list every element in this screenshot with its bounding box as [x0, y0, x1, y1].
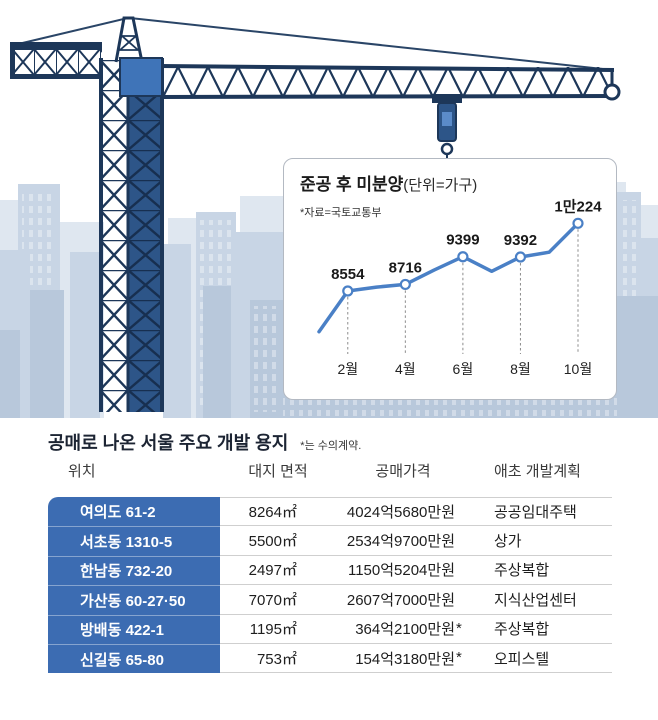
plan-cell: 주상복합 [470, 556, 612, 586]
crane-jib-end-sheave [603, 83, 621, 101]
x-tick-label: 2월 [337, 361, 358, 377]
chart-source: *자료=국토교통부 [300, 207, 382, 219]
negotiated-mark: * [456, 619, 462, 637]
price-value: 4024억5680만원 [346, 504, 455, 522]
chart-card: 8554 8716 9399 9392 1만224 2월 4월 6월 8월 10월 준공 후 미분… [283, 158, 617, 400]
building [163, 244, 191, 418]
location-cell: 가산동 60-27·50 [48, 585, 220, 615]
plan-cell: 주상복합 [470, 615, 612, 644]
price-cell: 2607억7000만원 [336, 585, 470, 615]
x-tick-label: 4월 [395, 361, 416, 377]
area-cell: 8264㎡ [220, 497, 336, 527]
table-row: 여의도 61-2 8264㎡ 4024억5680만원 공공임대주택 [48, 497, 612, 527]
chart-heading: 준공 후 미분양(단위=가구) [300, 174, 477, 197]
crane-counter-jib [10, 42, 102, 79]
building [617, 296, 658, 418]
location-cell: 여의도 61-2 [48, 497, 220, 527]
location-cell: 한남동 732-20 [48, 555, 220, 586]
header-area: 대지 면적 [248, 462, 308, 480]
location-cell: 신길동 65-80 [48, 643, 220, 674]
price-value: 364억2100만원 [355, 621, 455, 639]
crane-mast [99, 58, 164, 412]
price-value: 154억3180만원 [355, 650, 455, 668]
x-tick-label: 8월 [510, 361, 531, 377]
x-tick-label: 10월 [564, 361, 592, 377]
crane-cab [119, 57, 163, 97]
crane-hook [440, 142, 454, 156]
table-title-row: 공매로 나온 서울 주요 개발 용지 *는 수의계약. [48, 429, 361, 455]
crane-jib [159, 64, 621, 101]
area-cell: 1195㎡ [220, 615, 336, 644]
data-label: 9392 [504, 232, 537, 249]
data-point [342, 285, 354, 297]
crane-tower-head [114, 16, 144, 63]
price-value: 2607억7000만원 [346, 591, 455, 609]
land-sale-table-section: 공매로 나온 서울 주요 개발 용지 *는 수의계약. 위치 대지 면적 공매가… [48, 429, 612, 679]
crane-cable-right [129, 17, 613, 71]
table-row: 가산동 60-27·50 7070㎡ 2607억7000만원 지식산업센터 [48, 585, 612, 615]
table-body: 여의도 61-2 8264㎡ 4024억5680만원 공공임대주택 서초동 13… [48, 497, 612, 674]
negotiated-mark: * [456, 649, 462, 667]
building [0, 330, 20, 418]
plan-cell: 지식산업센터 [470, 585, 612, 615]
table-row: 신길동 65-80 753㎡ 154억3180만원 * 오피스텔 [48, 643, 612, 674]
building-windows [283, 398, 617, 416]
area-cell: 5500㎡ [220, 526, 336, 556]
area-cell: 2497㎡ [220, 556, 336, 586]
area-cell: 753㎡ [220, 644, 336, 674]
data-point [572, 217, 584, 229]
table-title: 공매로 나온 서울 주요 개발 용지 [48, 433, 289, 453]
header-location: 위치 [68, 462, 96, 480]
data-point [457, 251, 469, 263]
price-value: 2534억9700만원 [346, 533, 455, 551]
table-header: 위치 대지 면적 공매가격 애초 개발계획 [48, 457, 612, 483]
series-line [317, 221, 580, 334]
building-windows [253, 306, 280, 412]
location-cell: 방배동 422-1 [48, 614, 220, 644]
building [30, 290, 64, 418]
data-point [399, 278, 411, 291]
price-value: 1150억5204만원 [347, 562, 455, 580]
price-cell: 364억2100만원 * [336, 615, 470, 644]
crane-cable-left [13, 17, 129, 46]
x-tick-label: 6월 [453, 361, 474, 377]
price-cell: 2534억9700만원 [336, 526, 470, 556]
data-label: 9399 [446, 232, 479, 249]
data-point [514, 251, 527, 263]
plan-cell: 상가 [470, 526, 612, 556]
chart-unit: (단위=가구) [403, 177, 478, 194]
location-cell: 서초동 1310-5 [48, 526, 220, 556]
data-label: 8716 [389, 259, 422, 276]
crane-trolley [432, 94, 462, 103]
table-row: 서초동 1310-5 5500㎡ 2534억9700만원 상가 [48, 526, 612, 556]
price-cell: 154억3180만원 * [336, 644, 470, 674]
table-row: 방배동 422-1 1195㎡ 364억2100만원 * 주상복합 [48, 614, 612, 644]
chart-title: 준공 후 미분양 [300, 175, 404, 194]
building [203, 286, 231, 418]
plan-cell: 오피스텔 [470, 644, 612, 674]
data-label: 1만224 [554, 198, 602, 215]
table-row: 한남동 732-20 2497㎡ 1150억5204만원 주상복합 [48, 555, 612, 586]
table-note: *는 수의계약. [300, 440, 362, 452]
crane-hook-assembly [432, 94, 462, 160]
price-cell: 4024억5680만원 [336, 497, 470, 527]
price-cell: 1150억5204만원 [336, 556, 470, 586]
header-plan: 애초 개발계획 [494, 462, 581, 480]
data-label: 8554 [331, 266, 365, 283]
plan-cell: 공공임대주택 [470, 497, 612, 527]
area-cell: 7070㎡ [220, 585, 336, 615]
tower-crane [10, 16, 621, 412]
header-price: 공매가격 [375, 462, 431, 480]
building [70, 252, 100, 418]
line-chart: 8554 8716 9399 9392 1만224 2월 4월 6월 8월 10월 [317, 198, 602, 377]
